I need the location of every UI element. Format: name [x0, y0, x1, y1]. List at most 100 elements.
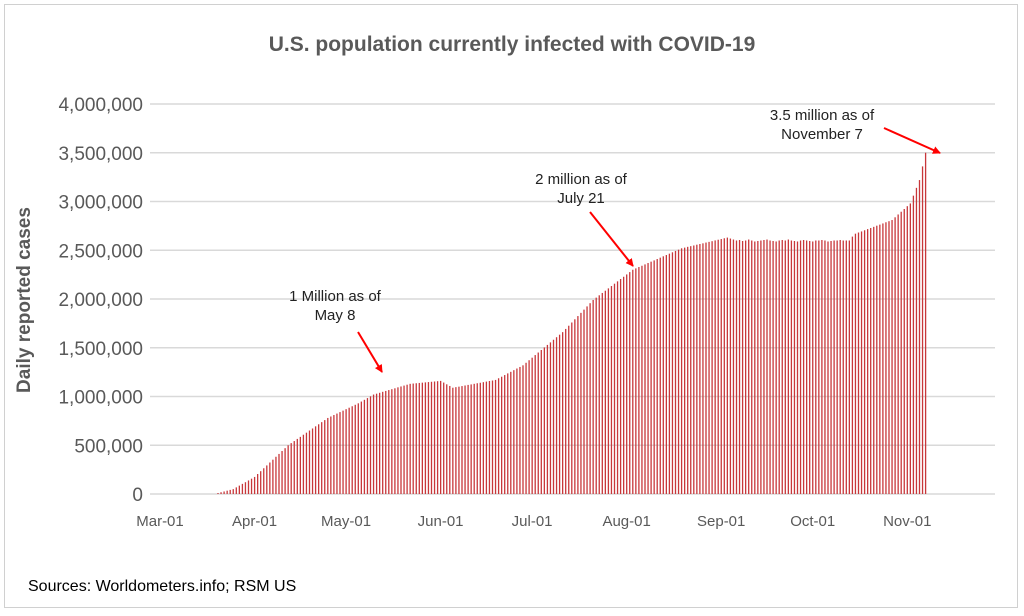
bar [375, 393, 378, 494]
bar [446, 384, 448, 494]
bar [497, 378, 500, 494]
bar [516, 368, 518, 494]
bar [449, 385, 451, 494]
bar [232, 489, 234, 494]
bar [321, 422, 323, 494]
bar [339, 412, 341, 494]
annotation-line2: November 7 [781, 126, 863, 143]
bar [894, 217, 896, 495]
bar [924, 152, 927, 494]
bar [513, 370, 515, 494]
bar [464, 385, 466, 494]
bar [543, 347, 545, 494]
bar [571, 322, 573, 494]
bar [461, 386, 463, 494]
annotation-arrow [357, 331, 383, 373]
bar [220, 492, 222, 494]
bar [488, 380, 491, 494]
bar [510, 371, 512, 494]
bar [385, 390, 387, 494]
bar [363, 399, 366, 494]
bar [824, 240, 826, 494]
bar [623, 276, 625, 494]
bar [415, 383, 417, 494]
annotation-arrow [883, 127, 941, 154]
bar [641, 265, 643, 494]
chart-title: U.S. population currently infected with … [269, 33, 756, 56]
y-tick-label: 4,000,000 [58, 95, 143, 116]
bar [860, 231, 863, 494]
bar [720, 239, 722, 494]
bar [891, 220, 893, 494]
bar [751, 240, 753, 494]
bar [882, 223, 884, 494]
bar [427, 382, 430, 494]
bar [812, 241, 814, 494]
bar [452, 387, 454, 494]
bar [598, 295, 600, 494]
annotation-line2: May 8 [315, 307, 356, 324]
bar [699, 244, 701, 494]
bar [272, 459, 274, 494]
bar [775, 241, 777, 494]
bar [278, 453, 280, 494]
bar [638, 267, 640, 494]
bar [687, 246, 689, 494]
bar [226, 490, 228, 494]
bar [409, 383, 411, 494]
annotations: 1 Million as of May 8 2 million as of July … [289, 107, 941, 373]
bar [333, 415, 335, 494]
bar [671, 252, 674, 494]
y-tick-label: 3,500,000 [58, 144, 143, 165]
bar [616, 281, 619, 494]
bar [784, 240, 786, 494]
bar [873, 226, 875, 494]
bar [827, 241, 829, 494]
x-tick-label: Apr-01 [232, 513, 277, 530]
bar [635, 268, 637, 494]
bar [589, 303, 591, 494]
bar [400, 386, 402, 494]
annotation-line1: 2 million as of [535, 171, 628, 188]
bar [482, 382, 484, 494]
bar [485, 381, 488, 494]
y-tick-label: 500,000 [74, 436, 143, 457]
bar [430, 381, 433, 494]
bar [915, 187, 918, 494]
bar [708, 241, 710, 494]
bar [760, 240, 762, 494]
bar [504, 375, 506, 494]
bar [223, 491, 225, 494]
bar [684, 247, 686, 494]
bar [583, 309, 585, 494]
bar [275, 456, 277, 494]
bar [458, 386, 460, 494]
y-tick-label: 1,500,000 [58, 339, 143, 360]
bar [903, 209, 905, 494]
bar [619, 279, 622, 494]
bar [467, 384, 469, 494]
y-tick-label: 1,000,000 [58, 388, 143, 409]
y-tick-label: 2,500,000 [58, 241, 143, 262]
bar [296, 438, 298, 494]
bar [568, 325, 570, 494]
bar [732, 239, 735, 494]
bar [677, 249, 680, 494]
bar [549, 342, 552, 494]
bar [284, 448, 286, 494]
bar [299, 436, 301, 494]
bar [601, 292, 603, 494]
annotation-arrow [589, 211, 634, 267]
bar [845, 240, 847, 494]
bar [842, 240, 844, 494]
bar [241, 483, 244, 494]
bar [418, 382, 420, 494]
bar [314, 426, 317, 494]
bar [693, 245, 695, 494]
bar [748, 239, 750, 494]
x-tick-label: Sep-01 [697, 513, 745, 530]
bar [745, 240, 747, 494]
bar [735, 240, 738, 494]
bar [470, 384, 472, 494]
y-axis-title: Daily reported cases [14, 207, 35, 393]
